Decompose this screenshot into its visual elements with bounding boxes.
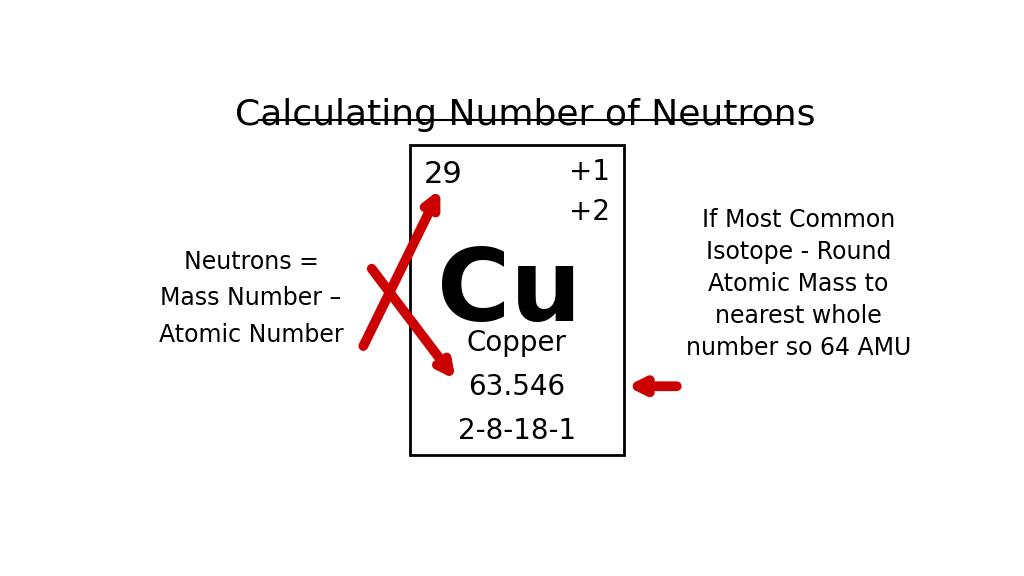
Text: Copper: Copper: [467, 328, 567, 357]
Text: +1: +1: [568, 158, 609, 186]
Text: 29: 29: [424, 160, 463, 189]
Text: Neutrons =: Neutrons =: [183, 250, 318, 274]
Text: nearest whole: nearest whole: [715, 304, 882, 328]
Text: 2-8-18-1: 2-8-18-1: [458, 417, 575, 445]
Text: If Most Common: If Most Common: [702, 208, 895, 232]
Text: +2: +2: [568, 198, 609, 226]
Text: Mass Number –: Mass Number –: [161, 286, 342, 310]
Text: Atomic Mass to: Atomic Mass to: [709, 272, 889, 296]
Text: Cu: Cu: [436, 245, 582, 342]
Text: 63.546: 63.546: [468, 373, 565, 401]
Text: number so 64 AMU: number so 64 AMU: [686, 336, 911, 359]
Text: Calculating Number of Neutrons: Calculating Number of Neutrons: [234, 98, 815, 132]
Text: Isotope - Round: Isotope - Round: [706, 240, 891, 264]
Text: Atomic Number: Atomic Number: [159, 323, 343, 347]
Bar: [410, 145, 624, 455]
